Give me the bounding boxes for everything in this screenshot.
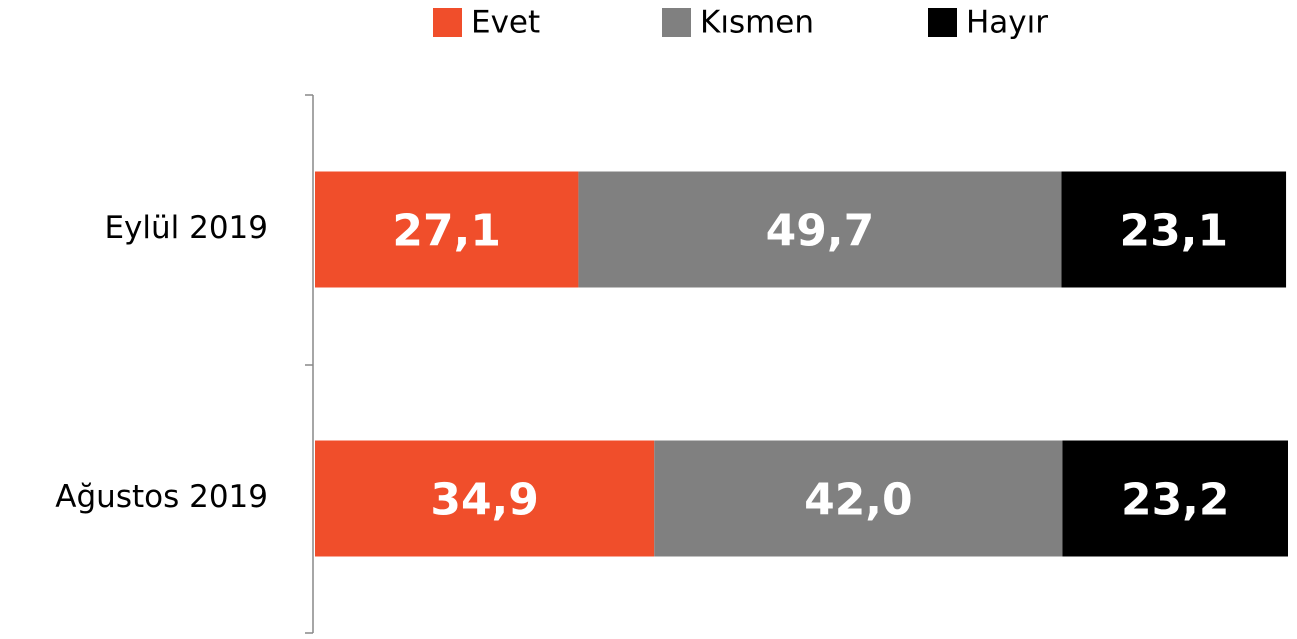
data-label: 27,1 (392, 206, 501, 257)
data-label: 34,9 (430, 475, 539, 526)
bar-segment (315, 171, 579, 288)
data-label: 49,7 (766, 206, 875, 257)
legend-label: Hayır (966, 5, 1048, 41)
legend-label: Evet (471, 5, 540, 41)
bar-segment (578, 171, 1062, 288)
data-label: 42,0 (804, 475, 913, 526)
bar-segment (654, 440, 1063, 557)
legend-swatch (433, 8, 462, 37)
category-axis (305, 94, 314, 634)
legend-label: Kısmen (700, 5, 814, 41)
bar-segment (1062, 440, 1288, 557)
category-label: Eylül 2019 (104, 210, 268, 246)
legend-swatch (928, 8, 957, 37)
data-label: 23,1 (1120, 206, 1229, 257)
bar-segment (1061, 171, 1287, 288)
category-label: Ağustos 2019 (55, 479, 268, 515)
legend-swatch (662, 8, 691, 37)
bar-segment (315, 440, 655, 557)
data-label: 23,2 (1121, 475, 1230, 526)
